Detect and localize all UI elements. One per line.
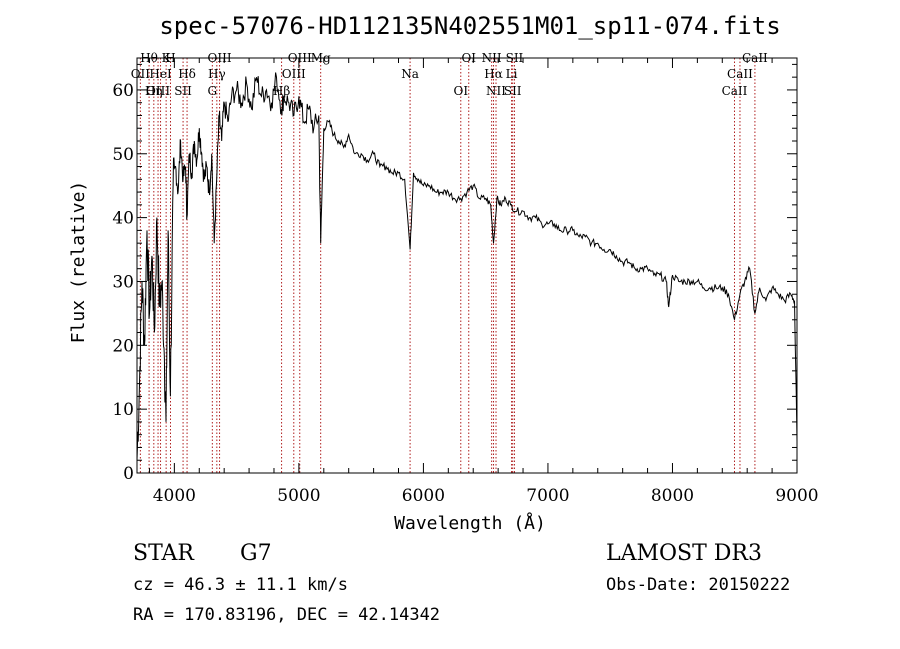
x-tick-label: 9000	[775, 486, 818, 506]
observation-date: Obs-Date: 20150222	[606, 575, 790, 595]
line-label: CaII	[727, 67, 753, 81]
y-axis-ticks: 0 10 20 30 40 50 60	[112, 63, 797, 484]
x-axis-ticks: 4000 5000 6000 7000 8000 9000	[148, 58, 819, 506]
coordinates: RA = 170.83196, DEC = 42.14342	[133, 605, 440, 625]
line-label: HeI	[149, 67, 172, 81]
y-tick-label: 50	[112, 145, 134, 165]
line-label: Li	[506, 67, 518, 81]
line-label: OII	[131, 67, 151, 81]
x-tick-label: 6000	[402, 486, 445, 506]
y-axis-label: Flux (relative)	[68, 181, 89, 344]
subclass: G7	[240, 541, 272, 566]
y-tick-label: 60	[112, 81, 134, 101]
line-label: Hα	[484, 67, 503, 81]
survey-name: LAMOST DR3	[606, 541, 762, 566]
flux-series-line	[136, 72, 798, 461]
x-tick-label: 4000	[153, 486, 196, 506]
spectral-line-labels: HθOIIOIIIKHeIHηHHδSIIOIIIHγGOIIIOIIIHβMg…	[131, 51, 768, 98]
line-label: Na	[401, 67, 419, 81]
line-label: OIII	[146, 84, 170, 98]
y-tick-label: 20	[112, 336, 134, 356]
line-label: OI	[453, 84, 468, 98]
x-tick-label: 7000	[526, 486, 569, 506]
line-label: NII	[486, 84, 506, 98]
plot-frame	[136, 57, 798, 474]
line-label: SII	[174, 84, 192, 98]
x-tick-label: 5000	[277, 486, 320, 506]
line-label: Hδ	[178, 67, 196, 81]
y-tick-label: 40	[112, 209, 134, 229]
y-tick-label: 10	[112, 400, 134, 420]
line-label: Hγ	[208, 67, 226, 81]
object-type: STAR	[133, 541, 195, 566]
line-label: OIII	[282, 67, 306, 81]
redshift-velocity: cz = 46.3 ± 11.1 km/s	[133, 575, 348, 595]
line-label: G	[208, 84, 218, 98]
x-tick-label: 8000	[651, 486, 694, 506]
y-tick-label: 30	[112, 272, 134, 292]
line-label: CaII	[722, 84, 748, 98]
x-axis-label: Wavelength (Å)	[394, 512, 546, 534]
line-label: SII	[504, 84, 522, 98]
chart-title: spec-57076-HD112135N402551M01_sp11-074.f…	[159, 12, 780, 40]
spectral-line-markers	[139, 58, 756, 473]
y-tick-label: 0	[123, 464, 134, 484]
line-label: Hη	[145, 84, 163, 98]
